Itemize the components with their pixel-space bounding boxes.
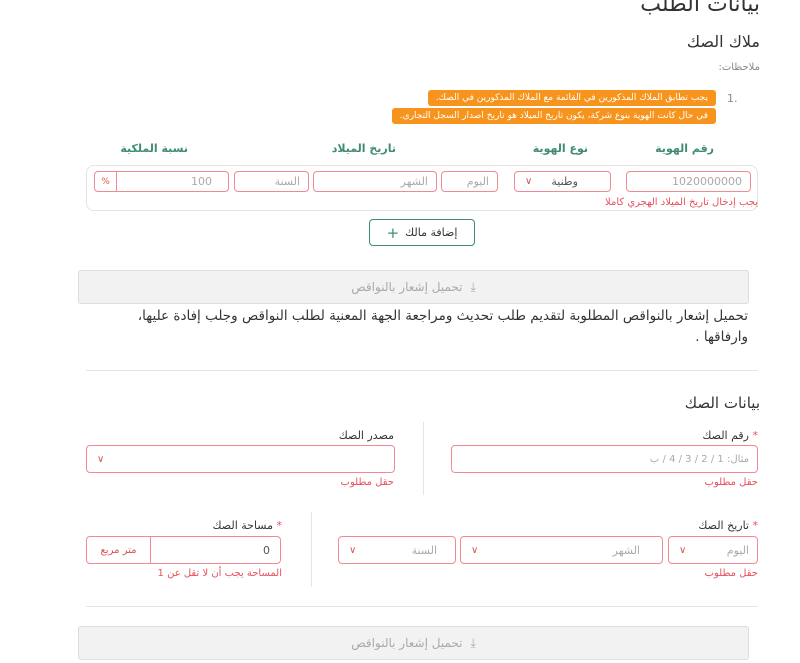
birth-day-input[interactable]: اليوم — [441, 171, 498, 192]
area-value: 0 — [263, 543, 270, 557]
chevron-down-icon: ∨ — [471, 544, 479, 556]
area-input[interactable]: 0 متر مربع — [86, 536, 281, 564]
page-title: بيانات الطلب — [640, 0, 760, 17]
owners-title: ملاك الصك — [686, 32, 760, 51]
deed-source-label: مصدر الصك — [338, 429, 394, 442]
chevron-down-icon: ∨ — [679, 544, 687, 556]
divider — [311, 512, 312, 587]
col-id-type: نوع الهوية — [532, 142, 588, 155]
birth-month-input[interactable]: الشهر — [313, 171, 437, 192]
download-description: تحميل إشعار بالنواقص المطلوبة لتقديم طلب… — [137, 308, 748, 345]
chevron-down-icon: ∨ — [525, 176, 533, 187]
note-2: في حال كانت الهوية بنوع شركة، يكون تاريخ… — [391, 108, 716, 124]
deed-source-select[interactable]: ∨ — [86, 445, 395, 473]
add-owner-button[interactable]: إضافة مالك + — [369, 219, 475, 246]
divider — [86, 370, 758, 371]
col-id-number: رقم الهوية — [655, 142, 714, 155]
id-number-input[interactable]: 1020000000 — [626, 171, 751, 192]
id-type-select[interactable]: وطنية ∨ — [514, 171, 611, 192]
download-label: تحميل إشعار بالنواقص — [351, 636, 463, 650]
download-notice-button[interactable]: ⤓ تحميل إشعار بالنواقص — [78, 270, 749, 304]
area-unit: متر مربع — [87, 537, 151, 563]
area-label: * مساحة الصك — [212, 519, 282, 532]
deed-title: بيانات الصك — [684, 394, 760, 412]
download-icon: ⤓ — [470, 635, 476, 650]
download-notice-button-2[interactable]: ⤓ تحميل إشعار بالنواقص — [78, 626, 749, 660]
ownership-input[interactable]: 100% — [94, 171, 229, 192]
deed-day-select[interactable]: اليوم ∨ — [668, 536, 758, 564]
divider — [423, 422, 424, 495]
percent-suffix: % — [95, 172, 117, 191]
id-type-value: وطنية — [551, 175, 578, 188]
download-icon: ⤓ — [470, 279, 476, 294]
owner-row — [86, 165, 758, 211]
notes-label: ملاحظات: — [718, 62, 760, 73]
chevron-down-icon: ∨ — [97, 453, 105, 465]
deed-month-placeholder: الشهر — [612, 543, 640, 557]
deed-year-select[interactable]: السنة ∨ — [338, 536, 456, 564]
deed-date-error: حقل مطلوب — [704, 568, 758, 579]
deed-month-select[interactable]: الشهر ∨ — [460, 536, 663, 564]
area-error: المساحة يجب أن لا تقل عن 1 — [157, 568, 282, 579]
deed-source-error: حقل مطلوب — [340, 477, 394, 488]
chevron-down-icon: ∨ — [349, 544, 357, 556]
deed-day-placeholder: اليوم — [726, 543, 749, 557]
add-owner-label: إضافة مالك — [405, 226, 458, 239]
deed-year-placeholder: السنة — [411, 543, 437, 557]
download-label: تحميل إشعار بالنواقص — [351, 280, 463, 294]
owner-row-error: يجب إدخال تاريخ الميلاد الهجري كاملا — [605, 197, 758, 208]
note-1: يجب تطابق الملاك المذكورين في القائمة مع… — [427, 90, 716, 106]
ownership-value: 100 — [191, 175, 212, 188]
col-ownership: نسبة الملكية — [120, 142, 188, 155]
plus-icon: + — [386, 223, 400, 242]
birth-year-input[interactable]: السنة — [234, 171, 309, 192]
note-number: 1. — [727, 92, 738, 105]
deed-number-input[interactable]: مثال: 1 / 2 / 3 / 4 / ب — [451, 445, 758, 473]
col-birth-date: تاريخ الميلاد — [331, 142, 396, 155]
deed-number-error: حقل مطلوب — [704, 477, 758, 488]
deed-number-label: * رقم الصك — [702, 429, 758, 442]
divider — [86, 606, 758, 607]
deed-date-label: * تاريخ الصك — [698, 519, 758, 532]
